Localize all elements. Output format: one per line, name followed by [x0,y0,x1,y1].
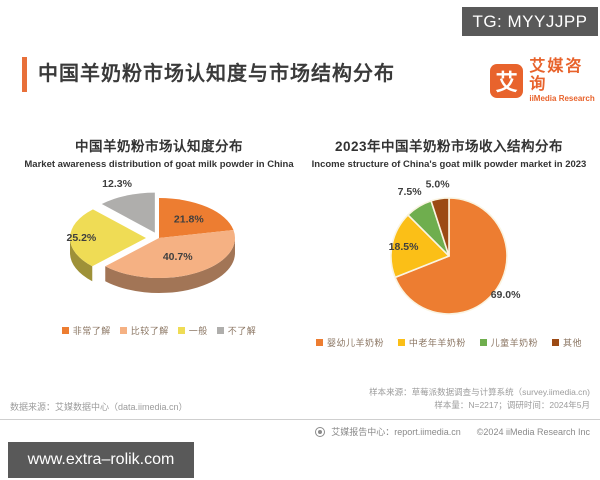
awareness-legend-item: 一般 [177,324,208,337]
income-legend-item: 儿童羊奶粉 [479,336,539,349]
awareness-legend-item: 不了解 [216,324,257,337]
svg-text:12.3%: 12.3% [102,178,132,190]
iimedia-report-icon [315,426,326,437]
iimedia-logo-icon: 艾 [490,63,524,98]
legend-marker-icon [119,327,127,334]
legend-marker-icon [479,339,487,346]
legend-marker-icon [177,327,185,334]
copyright-text: ©2024 iiMedia Research Inc [476,426,590,437]
report-center-row: 艾媒报告中心：report.iimedia.cn ©2024 iiMedia R… [315,425,590,438]
iimedia-logo-en: iiMedia Research [529,94,595,103]
iimedia-logo-cn: 艾媒咨询 [529,58,584,93]
legend-marker-icon [61,327,69,334]
income-legend-item: 婴幼儿羊奶粉 [316,336,384,349]
report-center-text: 艾媒报告中心：report.iimedia.cn [331,427,461,437]
legend-marker-icon [216,327,224,334]
income-pie-chart: 69.0% 18.5% 7.5%5.0% [389,178,521,315]
svg-text:21.8%: 21.8% [174,213,204,225]
legend-label: 不了解 [227,326,257,336]
awareness-pie-chart: 21.8% 40.7% 25.2% 12.3% [67,178,236,293]
svg-text:18.5%: 18.5% [389,241,419,253]
income-chart-title: 2023年中国羊奶粉市场收入结构分布 [334,139,564,154]
svg-text:69.0%: 69.0% [491,289,521,301]
data-source-note: 数据来源：艾媒数据中心（data.iimedia.cn） [10,402,188,412]
awareness-chart-legend: 非常了解 比较了解 一般 不了解 [15,324,303,337]
site-watermark: www.extra–rolik.com [8,442,194,478]
svg-text:5.0%: 5.0% [426,178,451,190]
legend-label: 中老年羊奶粉 [408,338,466,348]
awareness-chart-title: 中国羊奶粉市场认知度分布 [75,139,243,154]
legend-label: 其他 [562,338,582,348]
page-title: 中国羊奶粉市场认知度与市场结构分布 [38,63,395,85]
legend-label: 比较了解 [130,326,169,336]
legend-label: 儿童羊奶粉 [490,338,539,348]
legend-label: 非常了解 [72,326,111,336]
awareness-legend-item: 非常了解 [61,324,111,337]
svg-text:25.2%: 25.2% [67,232,97,244]
awareness-chart-subtitle: Market awareness distribution of goat mi… [24,159,294,170]
sample-source-note: 样本来源：草莓派数据调查与计算系统（survey.iimedia.cn) 样本量… [369,386,590,412]
legend-label: 一般 [188,326,208,336]
svg-text:40.7%: 40.7% [163,251,193,263]
income-chart-legend: 婴幼儿羊奶粉 中老年羊奶粉 儿童羊奶粉 其他 [306,336,592,349]
header-accent-bar [22,57,27,92]
tg-watermark-badge: TG: MYYJJPP [462,7,598,36]
footer-divider [0,419,600,420]
svg-text:7.5%: 7.5% [398,186,423,198]
income-chart-subtitle: Income structure of China's goat milk po… [311,159,587,170]
sample-info-line: 样本量：N=2217；调研时间：2024年5月 [434,400,590,410]
legend-label: 婴幼儿羊奶粉 [327,338,385,348]
iimedia-logo: 艾 艾媒咨询 iiMedia Research [490,58,600,103]
awareness-legend-item: 比较了解 [119,324,169,337]
sample-source-line: 样本来源：草莓派数据调查与计算系统（survey.iimedia.cn) [369,387,590,397]
income-legend-item: 其他 [551,336,582,349]
legend-marker-icon [551,339,559,346]
legend-marker-icon [316,339,323,346]
iimedia-logo-text: 艾媒咨询 iiMedia Research [529,58,600,103]
legend-marker-icon [397,339,405,346]
income-legend-item: 中老年羊奶粉 [397,336,466,349]
income-chart-panel: 2023年中国羊奶粉市场收入结构分布 Income structure of C… [306,135,592,349]
awareness-chart-panel: 中国羊奶粉市场认知度分布 Market awareness distributi… [15,135,303,337]
